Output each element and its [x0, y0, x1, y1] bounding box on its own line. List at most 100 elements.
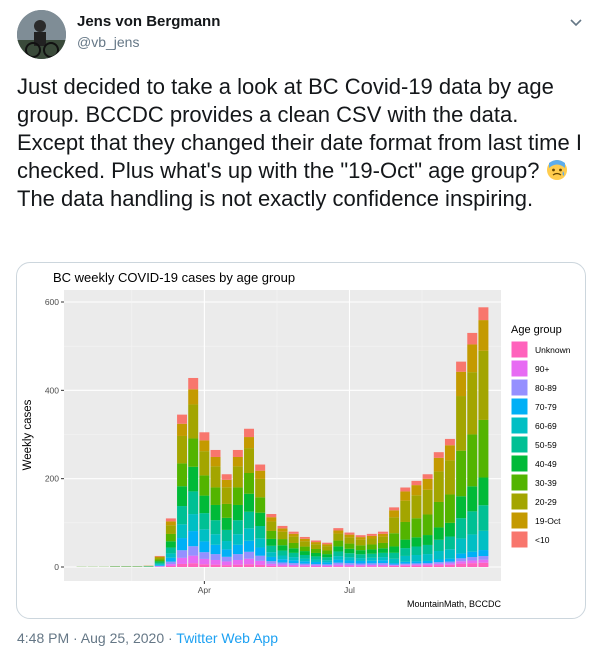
bar-segment [366, 563, 377, 566]
bar-segment [377, 560, 388, 564]
bar-segment [444, 564, 455, 567]
bar-segment [467, 551, 478, 558]
bar-segment [422, 564, 433, 566]
bar-segment [244, 448, 254, 473]
legend-swatch [510, 473, 529, 492]
bar-segment [221, 487, 232, 504]
avatar[interactable] [17, 10, 66, 59]
bar-segment [355, 558, 366, 561]
legend-swatch [510, 359, 529, 378]
bar-segment [177, 550, 188, 558]
source-app-link[interactable]: Twitter Web App [176, 630, 278, 646]
bar-segment [344, 563, 355, 565]
bar-segment [478, 505, 489, 531]
legend-label: 90+ [535, 364, 549, 374]
bar-segment [366, 565, 377, 567]
bar-segment [177, 463, 188, 487]
bar-segment [444, 460, 455, 495]
bar-segment [411, 555, 422, 562]
bar-segment [433, 562, 444, 564]
bar-segment [333, 562, 344, 565]
bar-segment [210, 534, 221, 545]
chart-title: BC weekly COVID-19 cases by age group [53, 270, 295, 285]
bar-segment [311, 540, 321, 543]
bar-segment [400, 561, 411, 564]
bar-segment [433, 539, 444, 552]
bar-segment [188, 389, 199, 405]
bar-segment [478, 559, 489, 563]
bar-segment [422, 560, 433, 564]
bar-segment [411, 565, 422, 567]
bar-segment [232, 466, 243, 488]
bar-segment [299, 565, 310, 567]
bar-segment [266, 517, 277, 522]
legend-swatch [510, 378, 529, 397]
bar-segment [311, 544, 321, 549]
bar-segment [255, 464, 266, 471]
bar-segment [478, 550, 489, 557]
chevron-down-icon[interactable] [566, 12, 586, 32]
bar-segment [344, 534, 355, 538]
bar-segment [299, 554, 310, 559]
bar-segment [277, 564, 288, 567]
bar-segment [444, 445, 455, 461]
bar-segment [322, 542, 333, 545]
bar-segment [456, 496, 467, 519]
author-name[interactable]: Jens von Bergmann [77, 13, 221, 30]
bar-segment [444, 558, 455, 562]
bar-segment [255, 526, 266, 539]
bar-segment [377, 533, 388, 537]
bar-segment [333, 556, 344, 560]
bar-segment [232, 559, 243, 565]
bar-segment [266, 530, 277, 539]
bar-segment [288, 566, 299, 567]
tweet-timestamp[interactable]: 4:48 PM · Aug 25, 2020 · [17, 630, 177, 646]
bar-segment [177, 557, 188, 564]
bar-segment [478, 419, 489, 478]
bar-segment [188, 466, 199, 492]
bar-segment [199, 440, 210, 452]
bar-segment [311, 566, 321, 567]
bar-segment [389, 533, 400, 547]
bar-segment [456, 396, 467, 451]
bar-segment [277, 559, 288, 563]
bar-segment [456, 518, 467, 539]
bar-segment [411, 546, 422, 556]
bar-segment [422, 514, 433, 536]
bar-segment [311, 548, 321, 553]
bar-segment [467, 486, 478, 512]
bar-segment [177, 538, 188, 551]
bar-segment [467, 344, 478, 373]
bar-segment [210, 449, 221, 457]
bar-segment [266, 552, 277, 557]
bar-segment [433, 452, 444, 458]
bar-segment [400, 555, 411, 562]
bar-segment [344, 564, 355, 567]
bar-segment [232, 554, 243, 560]
tweet-text: Just decided to take a look at BC Covid-… [17, 73, 589, 213]
bar-segment [333, 559, 344, 563]
legend-label: 60-69 [535, 421, 557, 431]
y-tick-label: 400 [45, 385, 59, 395]
bar-segment [344, 548, 355, 554]
bar-segment [366, 566, 377, 567]
legend-swatch [510, 530, 529, 549]
bar-segment [288, 560, 299, 564]
x-tick-label: Apr [198, 585, 211, 595]
bar-segment [422, 535, 433, 545]
bar-segment [389, 546, 400, 553]
bar-segment [165, 533, 176, 542]
bar-segment [389, 558, 400, 564]
bar-segment [165, 525, 176, 534]
bar-segment [389, 565, 400, 567]
bar-segment [377, 563, 388, 565]
bar-segment [467, 434, 478, 487]
tweet-media-image[interactable]: BC weekly COVID-19 cases by age group 0 2… [16, 262, 586, 619]
bar-segment [456, 361, 467, 372]
bar-segment [210, 520, 221, 535]
bar-segment [177, 435, 188, 464]
bar-segment [154, 556, 165, 558]
author-handle[interactable]: @vb_jens [77, 34, 140, 50]
tweet-text-part-2: The data handling is not exactly confide… [17, 186, 534, 211]
bar-segment [333, 530, 344, 534]
